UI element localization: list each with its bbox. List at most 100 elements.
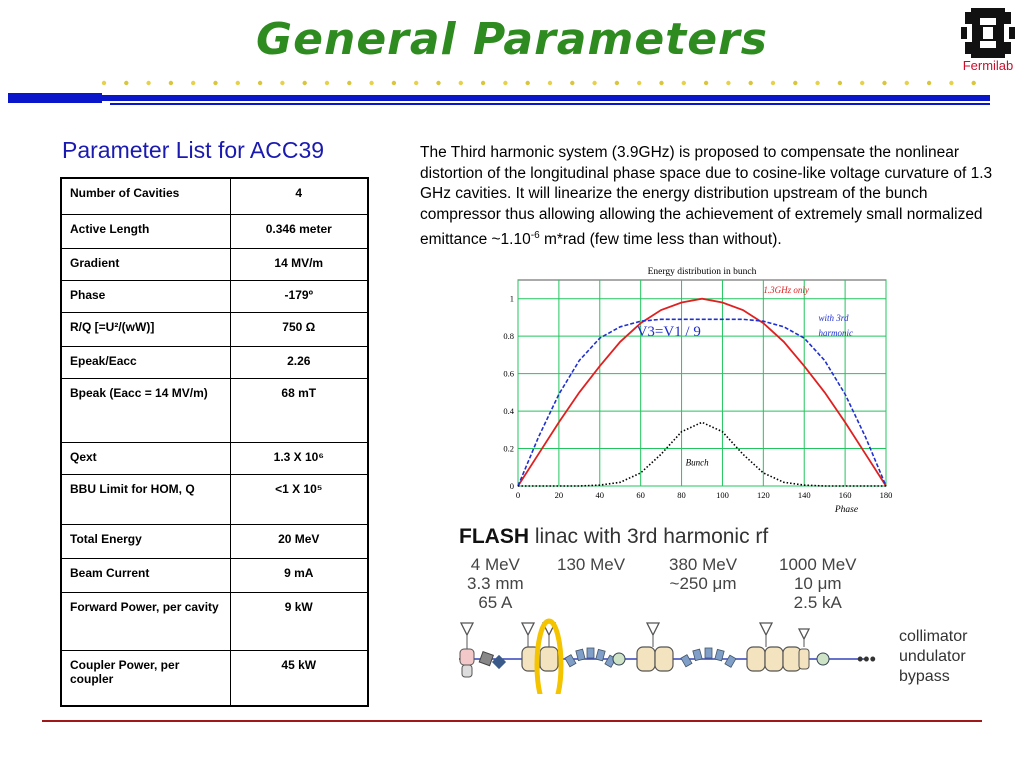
x-axis-label: Phase: [834, 505, 858, 515]
series-label-red: 1.3GHz only: [763, 285, 809, 295]
y-tick-label: 0: [510, 481, 514, 491]
bunch-compressor-icon: [564, 647, 617, 668]
table-row: R/Q [=U²/(wW)] 750 Ω: [60, 311, 369, 347]
stage-line: 4 MeV: [470, 555, 520, 574]
series-label-bunch: Bunch: [686, 457, 709, 467]
param-label: Active Length: [60, 213, 231, 249]
x-tick-label: 140: [798, 490, 811, 500]
exponent: -6: [530, 229, 540, 241]
series-line-1: [517, 318, 887, 487]
series-label-blue: with 3rd: [819, 313, 849, 323]
param-label: Beam Current: [60, 557, 231, 593]
ellipsis: •••: [857, 649, 876, 669]
stage-line: 380 MeV: [669, 555, 738, 574]
blue-rule: [8, 93, 990, 105]
divider-dot: [480, 80, 486, 86]
x-tick-label: 20: [555, 490, 564, 500]
stage-label: 130 MeV: [557, 555, 625, 574]
table-row: Coupler Power, per coupler 45 kW: [60, 649, 369, 707]
divider-dot: [347, 80, 352, 86]
chart-title: Energy distribution in bunch: [648, 267, 757, 277]
divider-dot: [860, 80, 865, 86]
param-label: BBU Limit for HOM, Q: [60, 473, 231, 525]
stage-line: 10 μm: [793, 574, 842, 593]
series-line-0: [517, 297, 887, 487]
param-value: 0.346 meter: [229, 213, 369, 249]
divider-dot: [592, 80, 597, 86]
x-tick-label: 180: [880, 490, 893, 500]
x-tick-label: 40: [596, 490, 605, 500]
divider-dot: [904, 80, 909, 86]
x-tick-label: 120: [757, 490, 770, 500]
divider-dot: [503, 80, 508, 86]
y-tick-label: 0.4: [503, 406, 514, 416]
gun-icon: [459, 622, 475, 678]
section-subtitle: Parameter List for ACC39: [62, 137, 325, 163]
divider-dot: [191, 80, 196, 86]
plot-area: [517, 279, 887, 487]
bunch-compressor-icon: [680, 647, 737, 668]
y-tick-label: 0.6: [503, 369, 514, 379]
dotted-divider: [101, 80, 976, 86]
stage-label: 1000 MeV 10 μm 2.5 kA: [779, 555, 857, 612]
table-row: Epeak/Eacc 2.26: [60, 345, 369, 379]
param-label: Total Energy: [60, 523, 231, 559]
divider-dot: [168, 80, 174, 86]
series-label-blue-2: harmonic: [819, 328, 854, 338]
divider-dot: [257, 80, 263, 86]
table-row: Total Energy 20 MeV: [60, 523, 369, 559]
parameter-table: Number of Cavities 4 Active Length 0.346…: [60, 177, 369, 707]
param-value: <1 X 10⁵: [229, 473, 369, 525]
flash-legend: collimator undulator bypass: [899, 627, 967, 687]
divider-dot: [882, 80, 887, 86]
stage-line: 2.5 kA: [793, 593, 842, 612]
y-tick-label: 1: [510, 294, 514, 304]
divider-dot: [146, 80, 151, 86]
param-value: 14 MV/m: [229, 247, 369, 281]
fermilab-label: Fermilab: [962, 58, 1014, 73]
table-row: Active Length 0.346 meter: [60, 213, 369, 249]
divider-dot: [280, 80, 285, 86]
stage-line: 1000 MeV: [779, 555, 857, 574]
param-value: -179º: [229, 279, 369, 313]
param-label: Coupler Power, per coupler: [60, 649, 231, 707]
param-value: 1.3 X 10⁶: [229, 441, 369, 475]
divider-dot: [971, 80, 976, 86]
divider-dot: [124, 80, 129, 86]
divider-dot: [391, 80, 397, 86]
divider-dot: [101, 80, 107, 86]
x-tick-label: 160: [839, 490, 852, 500]
param-value: 750 Ω: [229, 311, 369, 347]
divider-dot: [637, 80, 642, 86]
stage-line: ~250 μm: [669, 574, 737, 593]
legend-item: undulator: [899, 648, 966, 665]
table-row: Bpeak (Eacc = 14 MV/m) 68 mT: [60, 377, 369, 443]
divider-dot: [815, 80, 820, 86]
legend-item: collimator: [899, 628, 968, 645]
divider-dot: [525, 80, 530, 86]
stage-label: 380 MeV ~250 μm: [669, 555, 737, 593]
x-tick-label: 60: [636, 490, 645, 500]
description-text-end: m*rad (few time less than without).: [539, 230, 782, 248]
table-row: Qext 1.3 X 10⁶: [60, 441, 369, 475]
fermilab-logo-icon: [961, 8, 1015, 58]
third-harmonic-highlight: [534, 618, 564, 694]
table-row: BBU Limit for HOM, Q <1 X 10⁵: [60, 473, 369, 525]
divider-dot: [681, 80, 686, 86]
footer-rule: [42, 720, 982, 722]
divider-dot: [949, 80, 954, 86]
divider-dot: [659, 80, 664, 86]
stage-line: 130 MeV: [557, 555, 626, 574]
dipole-icon: [478, 650, 494, 667]
divider-dot: [547, 80, 553, 86]
x-tick-label: 100: [716, 490, 729, 500]
divider-dot: [213, 80, 218, 86]
accelerator-module-icon: [636, 646, 674, 672]
param-value: 68 mT: [229, 377, 369, 443]
stage-label: 4 MeV 3.3 mm 65 A: [467, 555, 524, 612]
param-value: 9 mA: [229, 557, 369, 593]
param-value: 4: [229, 177, 369, 215]
param-value: 2.26: [229, 345, 369, 379]
legend-item: bypass: [899, 668, 950, 685]
